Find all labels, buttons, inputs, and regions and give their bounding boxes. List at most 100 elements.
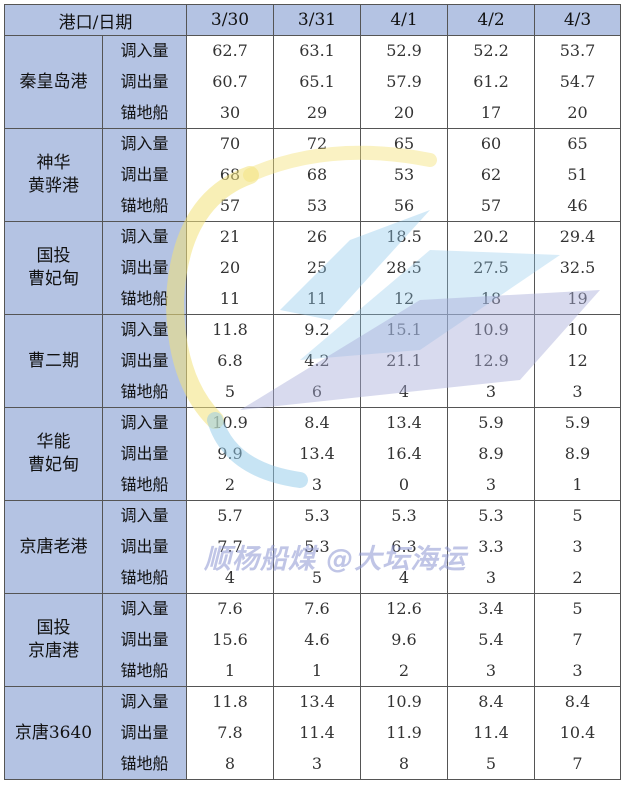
value-text: 1 — [224, 660, 236, 680]
metric-label: 锚地船 — [120, 753, 169, 773]
port-name-line: 秦皇岛港 — [19, 71, 88, 92]
value-text: 65.1 — [299, 71, 335, 91]
value-cell: 10 12 3 — [534, 314, 622, 408]
value-text: 53 — [306, 195, 328, 215]
date-header: 3/31 — [273, 4, 362, 36]
value-cell: 60 62 57 — [447, 128, 536, 222]
value-text: 13.4 — [299, 443, 335, 463]
value-text: 20 — [219, 257, 241, 277]
value-cell: 3.4 5.4 3 — [447, 593, 536, 687]
metric-label: 调出量 — [120, 164, 169, 184]
table-row: 国投 曹妃甸 调入量 调出量 锚地船 21 20 11 26 25 11 18.5 28.5 12 20.2… — [4, 221, 622, 315]
value-text: 9.6 — [391, 629, 417, 649]
metric-label-cell: 调入量 调出量 锚地船 — [101, 407, 188, 501]
value-text: 3 — [485, 474, 497, 494]
port-name-line: 国投 — [36, 618, 71, 638]
value-cell: 11.8 6.8 5 — [186, 314, 275, 408]
port-name-line: 京唐港 — [28, 641, 79, 661]
value-text: 3 — [572, 381, 583, 401]
port-name-line: 京唐3640 — [14, 722, 93, 743]
value-text: 56 — [393, 195, 415, 215]
metric-label: 调出量 — [120, 443, 169, 463]
port-name-cell: 国投 京唐港 — [4, 593, 103, 687]
table-row: 曹二期 调入量 调出量 锚地船 11.8 6.8 5 9.2 4.2 6 15.1 21.1 4 10.9… — [4, 314, 622, 408]
value-text: 1 — [572, 474, 583, 494]
port-name-line: 华能 — [36, 432, 71, 452]
value-text: 5.3 — [304, 536, 330, 556]
value-text: 7.8 — [217, 722, 243, 742]
value-cell: 5.9 8.9 1 — [534, 407, 622, 501]
value-text: 5.3 — [391, 506, 417, 526]
metric-label: 锚地船 — [120, 660, 169, 680]
metric-label: 锚地船 — [120, 381, 169, 401]
value-cell: 7.6 15.6 1 — [186, 593, 275, 687]
value-cell: 13.4 16.4 0 — [360, 407, 449, 501]
table-row: 京唐3640 调入量 调出量 锚地船 11.8 7.8 8 13.4 11.4 3 10.9 11.9… — [4, 686, 622, 780]
metric-label: 调入量 — [120, 413, 169, 433]
value-cell: 70 68 57 — [186, 128, 275, 222]
value-text: 12 — [393, 288, 415, 308]
value-text: 57 — [480, 195, 502, 215]
value-text: 29.4 — [559, 227, 596, 247]
port-name-cell: 国投 曹妃甸 — [4, 221, 103, 315]
value-text: 53.7 — [559, 41, 596, 61]
metric-label: 调入量 — [120, 134, 169, 154]
value-text: 10.9 — [386, 692, 422, 712]
value-text: 10.4 — [559, 722, 596, 742]
value-text: 62 — [480, 164, 502, 184]
metric-label: 调出量 — [120, 71, 169, 91]
value-text: 6.8 — [217, 350, 243, 370]
value-text: 5.7 — [217, 506, 243, 526]
table-row: 京唐老港 调入量 调出量 锚地船 5.7 7.7 4 5.3 5.3 5 5.3 6.3 4 5.3 3.3… — [4, 500, 622, 594]
value-text: 12.6 — [386, 599, 422, 619]
metric-label: 调出量 — [120, 629, 169, 649]
value-text: 8 — [224, 753, 236, 773]
value-text: 11 — [219, 288, 241, 308]
metric-label-cell: 调入量 调出量 锚地船 — [101, 128, 188, 222]
metric-label-cell: 调入量 调出量 锚地船 — [101, 500, 188, 594]
value-text: 4.2 — [304, 350, 330, 370]
metric-label: 锚地船 — [120, 195, 169, 215]
value-text: 28.5 — [386, 257, 422, 277]
value-cell: 10.9 11.9 8 — [360, 686, 449, 780]
port-name-line: 京唐老港 — [19, 536, 88, 557]
value-text: 53 — [393, 164, 415, 184]
value-text: 68 — [219, 164, 241, 184]
date-header: 3/30 — [186, 4, 275, 36]
value-cell: 13.4 11.4 3 — [273, 686, 362, 780]
value-text: 5 — [311, 567, 323, 587]
value-text: 4 — [398, 567, 410, 587]
table-body: 秦皇岛港 调入量 调出量 锚地船 62.7 60.7 30 63.1 65.1 29 52.9 57.… — [4, 35, 622, 780]
value-text: 10.9 — [473, 320, 509, 340]
value-text: 72 — [306, 134, 328, 154]
value-text: 29 — [306, 102, 328, 122]
value-cell: 5 3 2 — [534, 500, 622, 594]
value-text: 21.1 — [386, 350, 422, 370]
value-text: 2 — [572, 567, 583, 587]
value-text: 65 — [393, 134, 415, 154]
value-text: 65 — [567, 134, 588, 154]
value-text: 54.7 — [559, 71, 596, 91]
value-text: 25 — [306, 257, 328, 277]
port-name-line: 曹妃甸 — [28, 455, 79, 475]
value-text: 8.4 — [304, 413, 330, 433]
value-text: 63.1 — [299, 41, 335, 61]
date-header: 4/2 — [447, 4, 536, 36]
metric-label-cell: 调入量 调出量 锚地船 — [101, 35, 188, 129]
value-text: 8.4 — [478, 692, 504, 712]
value-cell: 63.1 65.1 29 — [273, 35, 362, 129]
watermark-text: 顺杨船煤 @大坛海运 — [204, 544, 467, 575]
port-name-cell: 京唐3640 — [4, 686, 103, 780]
metric-label: 调入量 — [120, 227, 169, 247]
port-name-line: 曹妃甸 — [28, 269, 79, 289]
value-text: 11.9 — [386, 722, 422, 742]
value-cell: 11.8 7.8 8 — [186, 686, 275, 780]
value-text: 5.9 — [564, 413, 591, 433]
value-cell: 29.4 32.5 19 — [534, 221, 622, 315]
value-text: 57 — [219, 195, 241, 215]
value-text: 18.5 — [386, 227, 422, 247]
value-text: 20 — [567, 102, 588, 122]
metric-label: 调出量 — [120, 257, 169, 277]
value-text: 15.6 — [212, 629, 248, 649]
port-throughput-table: 港口/日期 3/30 3/31 4/1 4/2 4/3 秦皇岛港 调入量 调出量 锚地… — [3, 4, 622, 780]
